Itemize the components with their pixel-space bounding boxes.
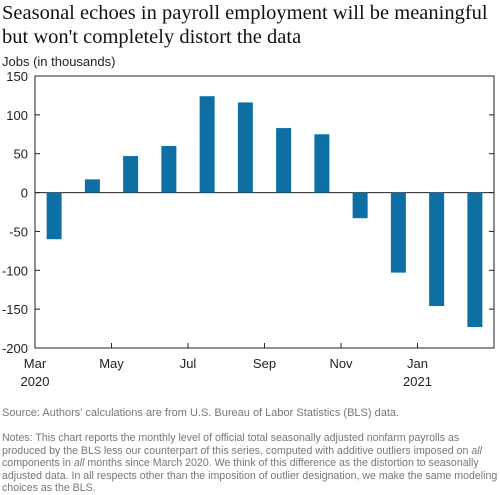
bar-oct-2020 [314, 134, 330, 193]
chart-title: Seasonal echoes in payroll employment wi… [2, 2, 488, 48]
x-tick-label: Jul [180, 356, 197, 371]
x-tick-label: Mar [24, 356, 47, 371]
y-axis-label: Jobs (in thousands) [2, 54, 116, 69]
bar-apr-2020 [84, 179, 100, 193]
notes-part-2: components in [2, 457, 74, 470]
bar-nov-2020 [352, 192, 368, 219]
notes-part-1: Notes: This chart reports the monthly le… [2, 432, 472, 457]
bar-jan-2021 [429, 192, 445, 307]
bar-sep-2020 [276, 128, 292, 193]
x-tick-label: Nov [329, 356, 353, 371]
bar-may-2020 [123, 156, 139, 193]
y-tick-label: 100 [6, 108, 28, 123]
y-tick-label: -100 [2, 263, 28, 278]
bar-jun-2020 [161, 145, 177, 193]
x-tick-label: Jan [407, 356, 428, 371]
source-note: Source: Authors' calculations are from U… [2, 407, 400, 419]
x-tick-year-label: 2020 [21, 374, 50, 389]
y-tick-label: -50 [9, 224, 28, 239]
y-tick-label: -150 [2, 302, 28, 317]
x-tick-label: May [99, 356, 124, 371]
bar-chart: 150 100 50 0 -50 -100 -150 -200 Mar 2020 May Jul Se… [2, 70, 495, 389]
bar-dec-2020 [390, 192, 406, 273]
y-tick-label: 150 [6, 70, 28, 84]
bar-feb-2021 [467, 192, 483, 328]
x-tick-year-label: 2021 [403, 374, 432, 389]
notes-text: Notes: This chart reports the monthly le… [2, 432, 498, 495]
bar-mar-2020 [46, 192, 62, 240]
notes-emphasis-2: all [73, 457, 85, 470]
notes-emphasis-1: all [471, 444, 482, 457]
y-tick-label: 0 [21, 186, 28, 201]
y-tick-label: 50 [14, 147, 28, 162]
notes-part-3: months since March 2020. We think of thi… [2, 457, 498, 495]
bar-jul-2020 [199, 96, 215, 193]
bar-aug-2020 [237, 102, 253, 193]
x-tick-label: Sep [253, 356, 276, 371]
plot-frame [34, 75, 495, 349]
y-tick-label: -200 [2, 341, 28, 356]
